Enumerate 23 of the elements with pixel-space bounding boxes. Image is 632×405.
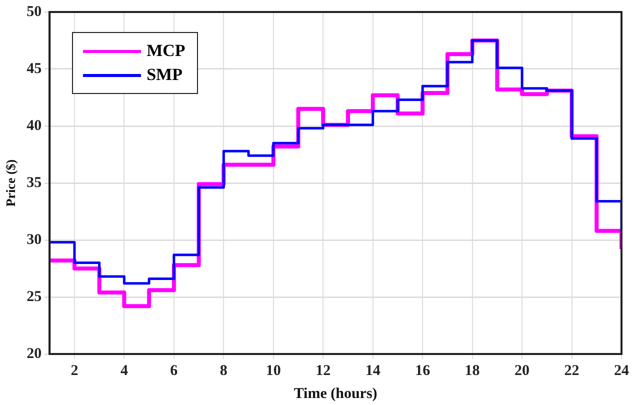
x-tick-label: 8: [220, 362, 228, 379]
y-tick-label: 40: [26, 118, 42, 134]
x-tick-label: 6: [170, 362, 178, 379]
y-tick-label: 35: [26, 174, 42, 191]
x-tick-label: 16: [415, 362, 431, 379]
x-tick-label: 10: [266, 362, 281, 379]
x-tick-label: 4: [120, 362, 128, 379]
y-tick-label: 45: [26, 60, 42, 77]
y-tick-label: 20: [26, 346, 42, 362]
y-tick-label: 30: [26, 232, 42, 248]
y-axis-title: Price ($): [3, 159, 18, 207]
x-tick-label: 18: [464, 362, 480, 379]
x-tick-label: 12: [316, 362, 331, 379]
legend-label: SMP: [146, 65, 182, 85]
y-tick-label: 50: [26, 4, 42, 20]
y-tick-label: 25: [26, 288, 42, 305]
legend-label: MCP: [146, 41, 186, 61]
x-axis-title: Time (hours): [294, 386, 378, 402]
x-tick-label: 22: [564, 362, 580, 379]
x-tick-label: 14: [365, 362, 381, 379]
x-tick-label: 24: [614, 362, 630, 379]
x-tick-label: 2: [70, 362, 78, 379]
x-tick-label: 20: [514, 362, 530, 379]
